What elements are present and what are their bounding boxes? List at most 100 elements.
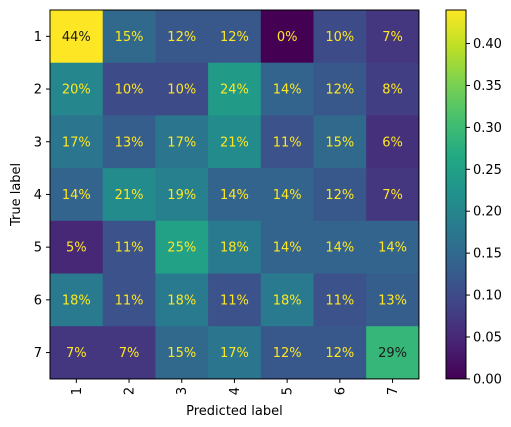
x-tick-label-5: 5 [281, 387, 296, 395]
heatmap-cells [50, 10, 420, 380]
heatmap-cell-r4-c2 [102, 168, 156, 222]
x-tick-label-1: 1 [70, 387, 85, 395]
colorbar-tick-label-6: 0.30 [473, 121, 502, 136]
cell-label-r4-c7: 7% [382, 188, 403, 203]
cell-label-r4-c3: 19% [167, 188, 196, 203]
cell-label-r1-c3: 12% [167, 30, 196, 45]
heatmap-cell-r5-c5 [260, 220, 314, 274]
heatmap-cell-r1-c7 [366, 10, 420, 64]
cell-label-r5-c6: 14% [325, 241, 354, 256]
cell-label-r1-c1: 44% [62, 30, 91, 45]
cell-label-r3-c5: 11% [273, 135, 302, 150]
cell-label-r6-c5: 18% [273, 293, 302, 308]
heatmap-cell-r7-c1 [50, 326, 104, 380]
heatmap-cell-r2-c4 [208, 62, 262, 116]
heatmap-cell-r1-c5 [260, 10, 314, 64]
cell-label-r7-c1: 7% [66, 346, 87, 361]
cell-label-r4-c6: 12% [325, 188, 354, 203]
heatmap-cell-r3-c2 [102, 115, 156, 169]
cell-label-r7-c2: 7% [119, 346, 140, 361]
cell-label-r6-c1: 18% [62, 293, 91, 308]
cell-label-r6-c7: 13% [378, 293, 407, 308]
cell-label-r5-c7: 14% [378, 241, 407, 256]
cell-label-r7-c5: 12% [273, 346, 302, 361]
heatmap-cell-r5-c7 [366, 220, 420, 274]
cell-label-r3-c6: 15% [325, 135, 354, 150]
heatmap-cell-r4-c6 [313, 168, 367, 222]
heatmap-cell-r4-c5 [260, 168, 314, 222]
cell-label-r7-c7: 29% [378, 346, 407, 361]
cell-label-r6-c6: 11% [325, 293, 354, 308]
cell-label-r4-c2: 21% [115, 188, 144, 203]
cell-label-r7-c4: 17% [220, 346, 249, 361]
cell-label-r1-c6: 10% [325, 30, 354, 45]
heatmap-cell-r2-c5 [260, 62, 314, 116]
heatmap-cell-r2-c7 [366, 62, 420, 116]
heatmap-cell-r5-c6 [313, 220, 367, 274]
cell-label-r5-c5: 14% [273, 241, 302, 256]
heatmap-cell-r7-c4 [208, 326, 262, 380]
cell-label-r2-c2: 10% [115, 83, 144, 98]
cell-label-r6-c3: 18% [167, 293, 196, 308]
cell-label-r2-c7: 8% [382, 83, 403, 98]
cell-label-r5-c4: 18% [220, 241, 249, 256]
heatmap-cell-r5-c2 [102, 220, 156, 274]
heatmap-cell-r3-c7 [366, 115, 420, 169]
cell-label-r2-c1: 20% [62, 83, 91, 98]
colorbar-tick-label-0: 0.00 [473, 372, 502, 387]
colorbar-tick-label-4: 0.20 [473, 205, 502, 220]
heatmap-cell-r4-c4 [208, 168, 262, 222]
y-tick-label-3: 3 [34, 135, 42, 150]
cell-label-r1-c4: 12% [220, 30, 249, 45]
cell-label-r3-c3: 17% [167, 135, 196, 150]
heatmap-cell-r5-c4 [208, 220, 262, 274]
heatmap-cell-r4-c7 [366, 168, 420, 222]
y-axis-ticks: 1 2 3 4 5 6 7 [34, 30, 50, 361]
x-tick-label-4: 4 [228, 387, 243, 395]
cell-label-r5-c1: 5% [66, 241, 87, 256]
cell-label-r1-c2: 15% [115, 30, 144, 45]
colorbar-ticks: 0.00 0.05 0.10 0.15 0.20 0.25 0.30 0.35 0.40 [466, 37, 502, 387]
heatmap-cell-r5-c3 [155, 220, 209, 274]
x-tick-label-2: 2 [123, 387, 138, 395]
heatmap-cell-r3-c3 [155, 115, 209, 169]
heatmap-cell-r4-c3 [155, 168, 209, 222]
heatmap-cell-r3-c1 [50, 115, 104, 169]
heatmap-cell-r3-c5 [260, 115, 314, 169]
heatmap-cell-r2-c1 [50, 62, 104, 116]
heatmap-cell-r1-c6 [313, 10, 367, 64]
heatmap-cell-r6-c6 [313, 273, 367, 327]
y-tick-label-6: 6 [34, 293, 42, 308]
heatmap-cell-r3-c4 [208, 115, 262, 169]
heatmap-cell-r4-c1 [50, 168, 104, 222]
colorbar-tick-label-2: 0.10 [473, 289, 502, 304]
y-tick-label-1: 1 [34, 30, 42, 45]
heatmap-cell-r1-c4 [208, 10, 262, 64]
heatmap-cell-r6-c4 [208, 273, 262, 327]
colorbar [445, 9, 467, 380]
cell-label-r3-c7: 6% [382, 135, 403, 150]
heatmap-cell-r7-c3 [155, 326, 209, 380]
cell-label-r3-c1: 17% [62, 135, 91, 150]
cell-label-r1-c5: 0% [277, 30, 298, 45]
cell-label-r2-c6: 12% [325, 83, 354, 98]
x-axis-label: Predicted label [186, 404, 283, 419]
heatmap-cell-r5-c1 [50, 220, 104, 274]
cell-label-r6-c4: 11% [220, 293, 249, 308]
colorbar-tick-label-7: 0.35 [473, 79, 502, 94]
heatmap-cell-r2-c6 [313, 62, 367, 116]
heatmap-cell-r2-c3 [155, 62, 209, 116]
x-axis-ticks: 1 2 3 4 5 6 7 [70, 378, 401, 395]
cell-label-r7-c3: 15% [167, 346, 196, 361]
colorbar-tick-label-3: 0.15 [473, 247, 502, 262]
heatmap-cell-r2-c2 [102, 62, 156, 116]
x-tick-label-6: 6 [333, 387, 348, 395]
heatmap-cell-r7-c5 [260, 326, 314, 380]
cell-label-r4-c5: 14% [273, 188, 302, 203]
cell-label-r5-c3: 25% [167, 241, 196, 256]
y-tick-label-2: 2 [34, 83, 42, 98]
x-tick-label-3: 3 [175, 387, 190, 395]
cell-label-r7-c6: 12% [325, 346, 354, 361]
heatmap-cell-r6-c5 [260, 273, 314, 327]
